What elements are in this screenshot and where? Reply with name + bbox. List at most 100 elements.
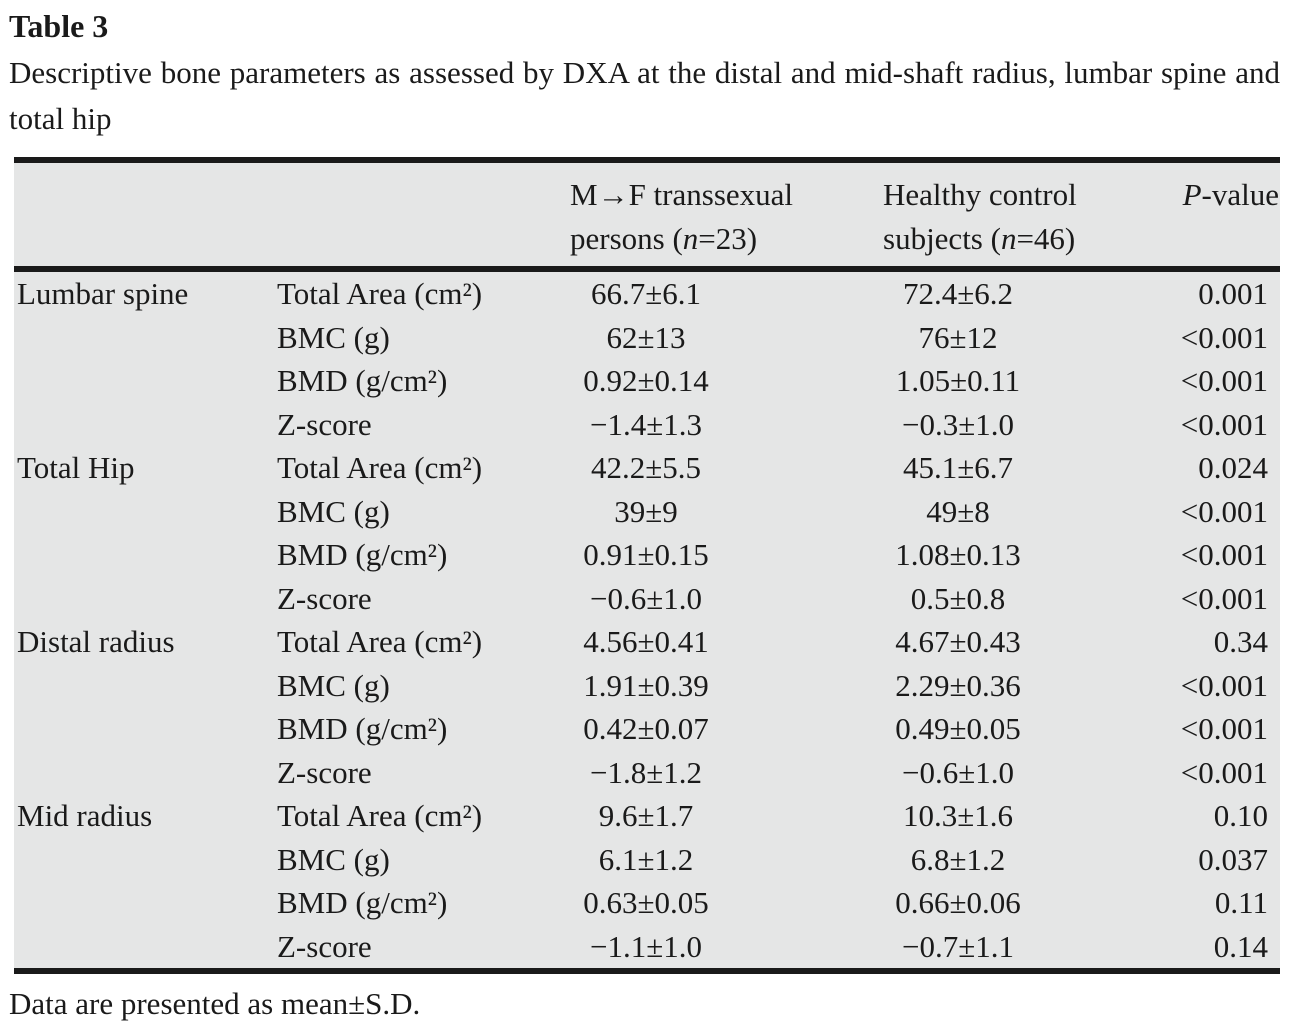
parameter-label: BMD (g/cm²): [270, 881, 570, 925]
p-value: <0.001: [1178, 750, 1280, 794]
p-value: 0.11: [1178, 881, 1280, 925]
control-value-cell: 1.08±0.13: [882, 533, 1178, 577]
table-row: BMD (g/cm²) 0.92±0.14 1.05±0.11 <0.001: [14, 359, 1280, 403]
control-value: 6.8±1.2: [910, 841, 1006, 877]
control-value-cell: 10.3±1.6: [882, 794, 1178, 838]
mtf-value: −1.1±1.0: [590, 928, 702, 964]
p-value: 0.10: [1178, 794, 1280, 838]
header-control-line2-suffix: =46): [1016, 221, 1076, 256]
table-container: M→F transsexual persons (n=23) Healthy c…: [14, 157, 1280, 974]
table-row: BMC (g) 39±9 49±8 <0.001: [14, 489, 1280, 533]
mtf-value-cell: 6.1±1.2: [570, 837, 882, 881]
table-footnote: Data are presented as mean±S.D.: [9, 986, 421, 1021]
region-label: [14, 533, 270, 577]
header-mtf-n-italic: n: [682, 221, 699, 256]
control-value-cell: 6.8±1.2: [882, 837, 1178, 881]
mtf-value-cell: 0.42±0.07: [570, 707, 882, 751]
control-value: 0.5±0.8: [910, 580, 1006, 616]
parameter-label: Z-score: [270, 924, 570, 974]
control-value-cell: 4.67±0.43: [882, 620, 1178, 664]
parameter-label: Z-score: [270, 750, 570, 794]
mtf-value: 1.91±0.39: [583, 667, 709, 703]
region-label: [14, 663, 270, 707]
parameter-label: Total Area (cm²): [270, 794, 570, 838]
p-value: 0.024: [1178, 446, 1280, 490]
control-value: 1.05±0.11: [895, 363, 1021, 398]
control-value: 45.1±6.7: [902, 450, 1013, 485]
mtf-value-cell: −1.1±1.0: [570, 924, 882, 974]
header-mtf-line1: M→F transsexual: [570, 177, 794, 212]
control-value-cell: 0.5±0.8: [882, 576, 1178, 620]
header-control-line1: Healthy control: [883, 177, 1077, 212]
table-header: M→F transsexual persons (n=23) Healthy c…: [14, 157, 1280, 272]
region-label: Total Hip: [14, 446, 270, 490]
region-label: [14, 315, 270, 359]
mtf-value-cell: −0.6±1.0: [570, 576, 882, 620]
p-value: <0.001: [1178, 707, 1280, 751]
mtf-value-cell: 0.92±0.14: [570, 359, 882, 403]
mtf-value: 42.2±5.5: [590, 450, 701, 485]
region-label: [14, 881, 270, 925]
header-parameter-column: [270, 157, 570, 272]
control-value: 0.49±0.05: [895, 711, 1021, 746]
p-value: <0.001: [1178, 359, 1280, 403]
table-row: Mid radius Total Area (cm²) 9.6±1.7 10.3…: [14, 794, 1280, 838]
parameter-label: Z-score: [270, 402, 570, 446]
mtf-value: 0.63±0.05: [583, 885, 709, 920]
control-value: −0.6±1.0: [902, 754, 1014, 790]
mtf-value: 0.92±0.14: [583, 363, 709, 398]
parameter-label: BMC (g): [270, 663, 570, 707]
control-value-cell: 72.4±6.2: [882, 269, 1178, 316]
control-value-cell: −0.3±1.0: [882, 402, 1178, 446]
p-value: 0.14: [1178, 924, 1280, 974]
p-value: 0.001: [1178, 269, 1280, 316]
mtf-value-cell: 0.63±0.05: [570, 881, 882, 925]
header-control-group: Healthy control subjects (n=46): [882, 157, 1178, 272]
header-p-value: P-value: [1178, 157, 1280, 272]
control-value-cell: 0.66±0.06: [882, 881, 1178, 925]
parameter-label: Total Area (cm²): [270, 269, 570, 316]
region-label: [14, 750, 270, 794]
p-value: 0.34: [1178, 620, 1280, 664]
region-label: [14, 402, 270, 446]
header-row: M→F transsexual persons (n=23) Healthy c…: [14, 157, 1280, 272]
mtf-value: 6.1±1.2: [598, 841, 694, 877]
control-value-cell: 1.05±0.11: [882, 359, 1178, 403]
table-row: BMD (g/cm²) 0.91±0.15 1.08±0.13 <0.001: [14, 533, 1280, 577]
parameter-label: BMC (g): [270, 489, 570, 533]
header-mtf-line2-suffix: =23): [698, 221, 758, 256]
mtf-value: 4.56±0.41: [583, 624, 709, 659]
control-value: 2.29±0.36: [895, 667, 1021, 703]
table-row: Z-score −0.6±1.0 0.5±0.8 <0.001: [14, 576, 1280, 620]
table-body: Lumbar spine Total Area (cm²) 66.7±6.1 7…: [14, 269, 1280, 974]
p-value: <0.001: [1178, 489, 1280, 533]
control-value-cell: −0.6±1.0: [882, 750, 1178, 794]
control-value: 76±12: [918, 319, 998, 355]
mtf-value: 39±9: [614, 493, 678, 529]
table-row: Lumbar spine Total Area (cm²) 66.7±6.1 7…: [14, 269, 1280, 316]
region-label: Lumbar spine: [14, 269, 270, 316]
control-value-cell: −0.7±1.1: [882, 924, 1178, 974]
control-value: 4.67±0.43: [895, 624, 1021, 659]
control-value-cell: 2.29±0.36: [882, 663, 1178, 707]
control-value: 72.4±6.2: [902, 276, 1013, 311]
table-row: Total Hip Total Area (cm²) 42.2±5.5 45.1…: [14, 446, 1280, 490]
mtf-value: 62±13: [606, 319, 686, 355]
region-label: Mid radius: [14, 794, 270, 838]
table-row: BMD (g/cm²) 0.42±0.07 0.49±0.05 <0.001: [14, 707, 1280, 751]
mtf-value-cell: 39±9: [570, 489, 882, 533]
mtf-value: −0.6±1.0: [590, 580, 702, 616]
p-value: 0.037: [1178, 837, 1280, 881]
mtf-value-cell: −1.4±1.3: [570, 402, 882, 446]
p-value: <0.001: [1178, 315, 1280, 359]
mtf-value-cell: 1.91±0.39: [570, 663, 882, 707]
control-value: −0.3±1.0: [902, 406, 1014, 442]
mtf-value: 9.6±1.7: [598, 798, 694, 833]
parameter-label: Z-score: [270, 576, 570, 620]
bone-parameters-table: M→F transsexual persons (n=23) Healthy c…: [14, 157, 1280, 974]
parameter-label: BMC (g): [270, 837, 570, 881]
parameter-label: Total Area (cm²): [270, 446, 570, 490]
mtf-value-cell: −1.8±1.2: [570, 750, 882, 794]
header-p-italic: P: [1182, 177, 1202, 212]
